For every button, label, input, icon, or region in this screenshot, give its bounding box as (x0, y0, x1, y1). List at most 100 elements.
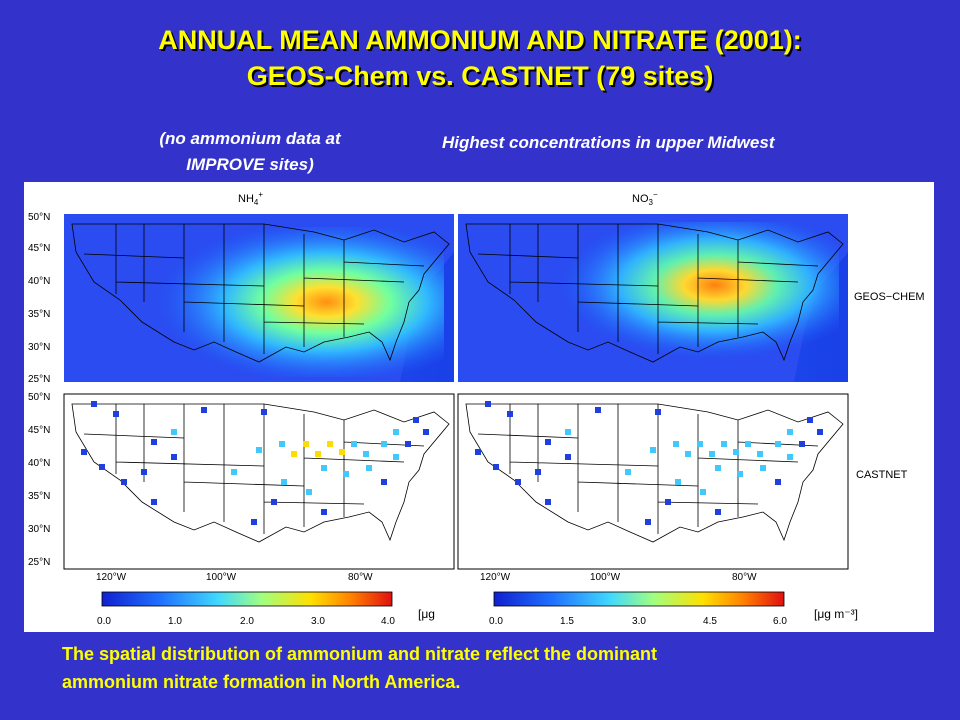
site-marker (271, 499, 277, 505)
site-marker (351, 441, 357, 447)
lon-label: 100°W (590, 572, 621, 583)
lat-labels-lower: 50°N 45°N 40°N 35°N 30°N 25°N (28, 392, 50, 568)
site-marker (787, 429, 793, 435)
site-marker (256, 447, 262, 453)
site-marker (565, 429, 571, 435)
lat-label: 40°N (28, 458, 50, 469)
site-marker (291, 451, 297, 457)
slide-title: ANNUAL MEAN AMMONIUM AND NITRATE (2001):… (0, 22, 960, 94)
site-marker (817, 429, 823, 435)
site-marker (807, 417, 813, 423)
site-marker (91, 401, 97, 407)
lon-label: 120°W (480, 572, 511, 583)
colorbar-tick: 3.0 (632, 616, 646, 627)
map-figure-panel: NH4+ NO3− (24, 182, 934, 632)
geos-chem-nh4-map (64, 214, 454, 382)
lat-label: 25°N (28, 557, 50, 568)
lat-label: 50°N (28, 212, 50, 223)
site-marker (595, 407, 601, 413)
site-marker (697, 441, 703, 447)
lat-label: 25°N (28, 374, 50, 385)
site-marker (715, 465, 721, 471)
colorbar-tick: 0.0 (489, 616, 503, 627)
colorbar-tick: 3.0 (311, 616, 325, 627)
colorbar-no3: 0.0 1.5 3.0 4.5 6.0 [μg m⁻³] (489, 591, 858, 627)
site-marker (737, 471, 743, 477)
site-marker (745, 441, 751, 447)
site-marker (141, 469, 147, 475)
site-marker (281, 479, 287, 485)
site-marker (493, 464, 499, 470)
site-marker (171, 429, 177, 435)
site-marker (507, 411, 513, 417)
site-marker (113, 411, 119, 417)
site-marker (709, 451, 715, 457)
site-marker (381, 441, 387, 447)
site-marker (645, 519, 651, 525)
site-marker (366, 465, 372, 471)
colorbar-nh4: 0.0 1.0 2.0 3.0 4.0 [μg (97, 591, 435, 627)
map-figure: NH4+ NO3− (28, 190, 925, 627)
lon-label: 100°W (206, 572, 237, 583)
lat-label: 50°N (28, 392, 50, 403)
site-marker (279, 441, 285, 447)
site-marker (665, 499, 671, 505)
castnet-no3-sites (475, 401, 823, 525)
site-marker (515, 479, 521, 485)
footer-line-2: ammonium nitrate formation in North Amer… (62, 672, 461, 692)
site-marker (650, 447, 656, 453)
site-marker (327, 441, 333, 447)
site-marker (423, 429, 429, 435)
site-marker (775, 441, 781, 447)
lon-label: 120°W (96, 572, 127, 583)
colorbar-unit: [μg (418, 607, 435, 621)
lat-label: 45°N (28, 425, 50, 436)
site-marker (251, 519, 257, 525)
site-marker (565, 454, 571, 460)
site-marker (363, 451, 369, 457)
title-line-1: ANNUAL MEAN AMMONIUM AND NITRATE (2001): (158, 25, 802, 55)
site-marker (171, 454, 177, 460)
site-marker (231, 469, 237, 475)
site-marker (303, 441, 309, 447)
site-marker (475, 449, 481, 455)
site-marker (685, 451, 691, 457)
lon-label: 80°W (348, 572, 373, 583)
site-marker (545, 499, 551, 505)
site-marker (339, 449, 345, 455)
site-marker (700, 489, 706, 495)
site-marker (625, 469, 631, 475)
colorbar-tick: 1.0 (168, 616, 182, 627)
site-marker (655, 409, 661, 415)
site-marker (721, 441, 727, 447)
site-marker (81, 449, 87, 455)
lon-label: 80°W (732, 572, 757, 583)
castnet-no3-map (457, 393, 849, 570)
colorbar-tick: 4.5 (703, 616, 717, 627)
site-marker (799, 441, 805, 447)
lat-label: 30°N (28, 342, 50, 353)
site-marker (760, 465, 766, 471)
castnet-nh4-sites (81, 401, 429, 525)
note-no-ammonium: (no ammonium data at IMPROVE sites) (104, 126, 396, 178)
site-marker (675, 479, 681, 485)
site-marker (261, 409, 267, 415)
site-marker (787, 454, 793, 460)
footer-line-1: The spatial distribution of ammonium and… (62, 644, 658, 664)
species-label-nh4: NH4+ (238, 190, 263, 207)
lat-label: 45°N (28, 243, 50, 254)
site-marker (545, 439, 551, 445)
site-marker (733, 449, 739, 455)
site-marker (715, 509, 721, 515)
note-left-line-1: (no ammonium data at (159, 129, 341, 148)
colorbar-unit: [μg m⁻³] (814, 607, 858, 621)
note-highest-concentrations: Highest concentrations in upper Midwest (442, 133, 775, 152)
lat-label: 35°N (28, 309, 50, 320)
lat-label: 35°N (28, 491, 50, 502)
site-marker (321, 509, 327, 515)
species-label-no3: NO3− (632, 190, 658, 207)
site-marker (673, 441, 679, 447)
site-marker (343, 471, 349, 477)
colorbar-tick: 6.0 (773, 616, 787, 627)
site-marker (393, 454, 399, 460)
